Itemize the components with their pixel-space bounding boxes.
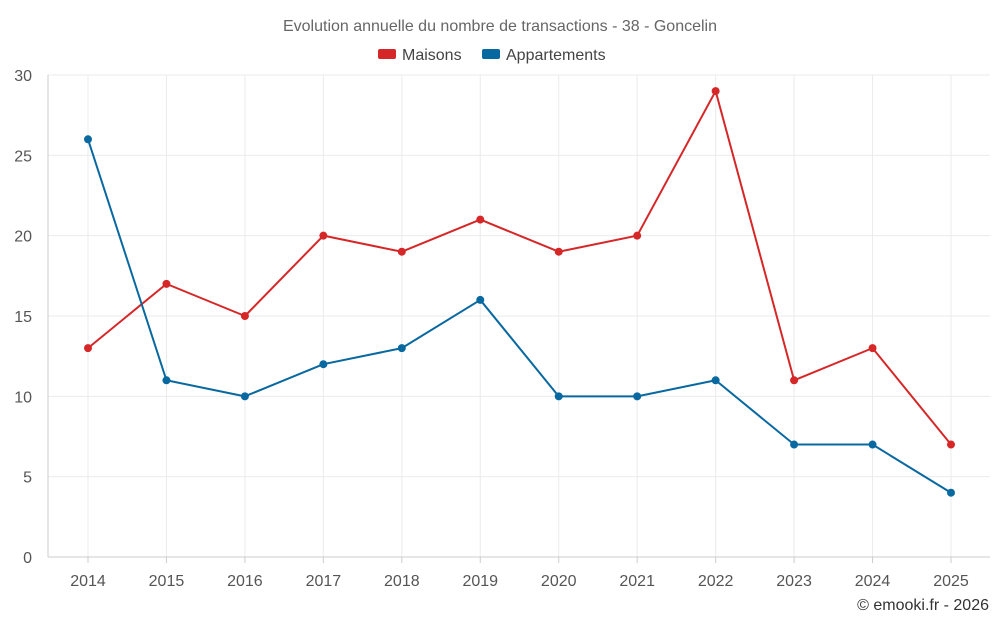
data-point-maisons[interactable] bbox=[397, 247, 406, 256]
x-tick-label: 2022 bbox=[698, 573, 734, 590]
data-point-maisons[interactable] bbox=[240, 312, 249, 320]
data-point-maisons[interactable] bbox=[84, 344, 92, 353]
y-tick-label: 10 bbox=[14, 389, 32, 406]
series-line-appartements bbox=[87, 138, 952, 494]
data-point-appartements[interactable] bbox=[319, 360, 328, 369]
chart-title: Evolution annuelle du nombre de transact… bbox=[283, 18, 717, 35]
data-point-maisons[interactable] bbox=[790, 376, 799, 385]
data-point-maisons[interactable] bbox=[162, 279, 171, 288]
data-point-appartements[interactable] bbox=[947, 488, 955, 497]
legend-label-maisons[interactable]: Maisons bbox=[402, 47, 462, 64]
data-point-maisons[interactable] bbox=[476, 215, 485, 224]
y-tick-label: 0 bbox=[23, 550, 32, 567]
data-point-maisons[interactable] bbox=[868, 344, 877, 353]
grid bbox=[48, 74, 990, 557]
y-tick-label: 30 bbox=[14, 68, 32, 85]
x-tick-label: 2016 bbox=[227, 573, 263, 590]
y-tick-label: 20 bbox=[14, 229, 32, 246]
data-point-appartements[interactable] bbox=[790, 440, 799, 449]
y-tick-label: 5 bbox=[23, 470, 32, 487]
legend-swatch-appartements bbox=[482, 49, 500, 59]
data-point-appartements[interactable] bbox=[84, 135, 92, 144]
data-point-maisons[interactable] bbox=[319, 231, 328, 240]
x-tick-label: 2021 bbox=[619, 573, 655, 590]
x-tick-label: 2025 bbox=[933, 573, 969, 590]
data-point-appartements[interactable] bbox=[397, 344, 406, 353]
data-point-appartements[interactable] bbox=[476, 295, 485, 304]
data-point-appartements[interactable] bbox=[868, 440, 877, 449]
legend-swatch-maisons bbox=[378, 49, 396, 59]
series bbox=[84, 87, 955, 497]
legend: Maisons Appartements bbox=[378, 47, 606, 64]
data-point-appartements[interactable] bbox=[711, 376, 720, 385]
x-tick-label: 2018 bbox=[384, 573, 420, 590]
data-point-appartements[interactable] bbox=[162, 376, 171, 385]
credit-text: © emooki.fr - 2026 bbox=[857, 597, 989, 614]
legend-label-appartements[interactable]: Appartements bbox=[506, 47, 606, 64]
data-point-maisons[interactable] bbox=[947, 440, 955, 449]
y-tick-label: 25 bbox=[14, 148, 32, 165]
y-tick-label: 15 bbox=[14, 309, 32, 326]
x-tick-label: 2024 bbox=[855, 573, 891, 590]
x-tick-label: 2015 bbox=[149, 573, 185, 590]
data-point-appartements[interactable] bbox=[240, 392, 249, 401]
x-tick-label: 2014 bbox=[70, 573, 106, 590]
x-tick-label: 2020 bbox=[541, 573, 577, 590]
x-tick-label: 2023 bbox=[776, 573, 812, 590]
data-point-maisons[interactable] bbox=[633, 231, 642, 240]
data-point-maisons[interactable] bbox=[711, 87, 720, 96]
x-tick-label: 2017 bbox=[306, 573, 342, 590]
data-point-maisons[interactable] bbox=[554, 247, 563, 256]
x-tick-label: 2019 bbox=[462, 573, 498, 590]
series-line-maisons bbox=[87, 90, 952, 446]
data-point-appartements[interactable] bbox=[633, 392, 642, 401]
data-point-appartements[interactable] bbox=[554, 392, 563, 401]
